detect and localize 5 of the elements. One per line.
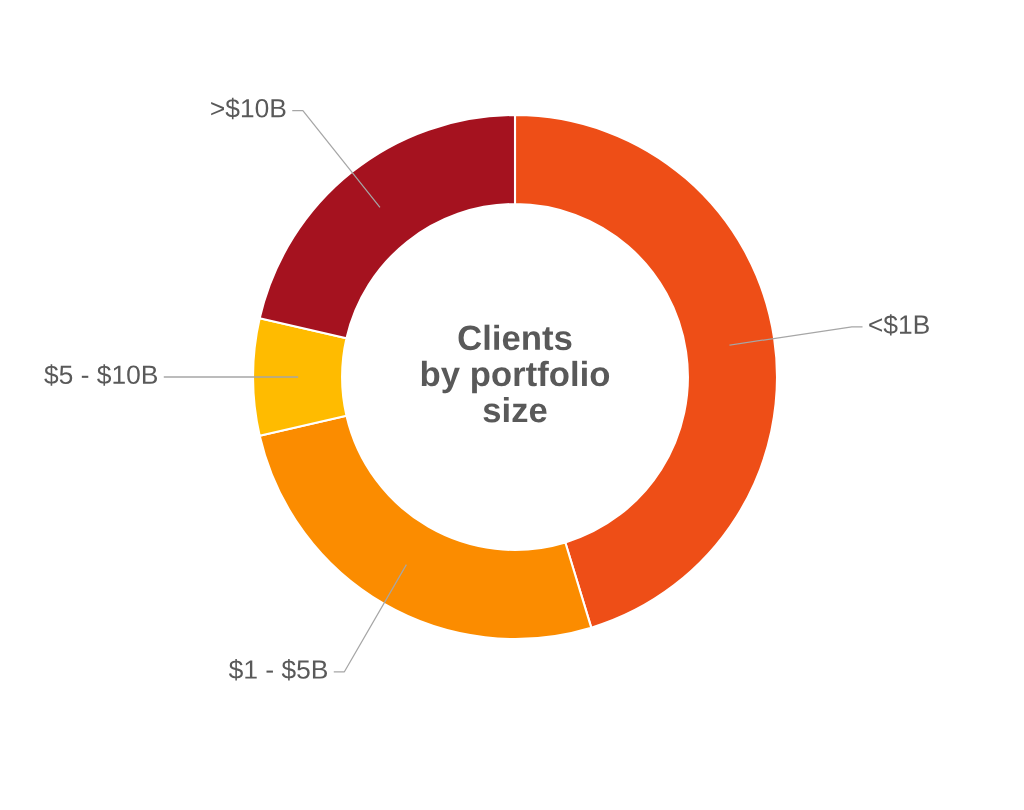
- slice-label: >$10B: [211, 97, 286, 120]
- slice-label: $1 - $5B: [228, 659, 328, 681]
- slice-label: $5 - $10B: [44, 364, 158, 386]
- slice-label: <$1B: [869, 314, 929, 336]
- text: Clients by portfolio size: [421, 324, 610, 423]
